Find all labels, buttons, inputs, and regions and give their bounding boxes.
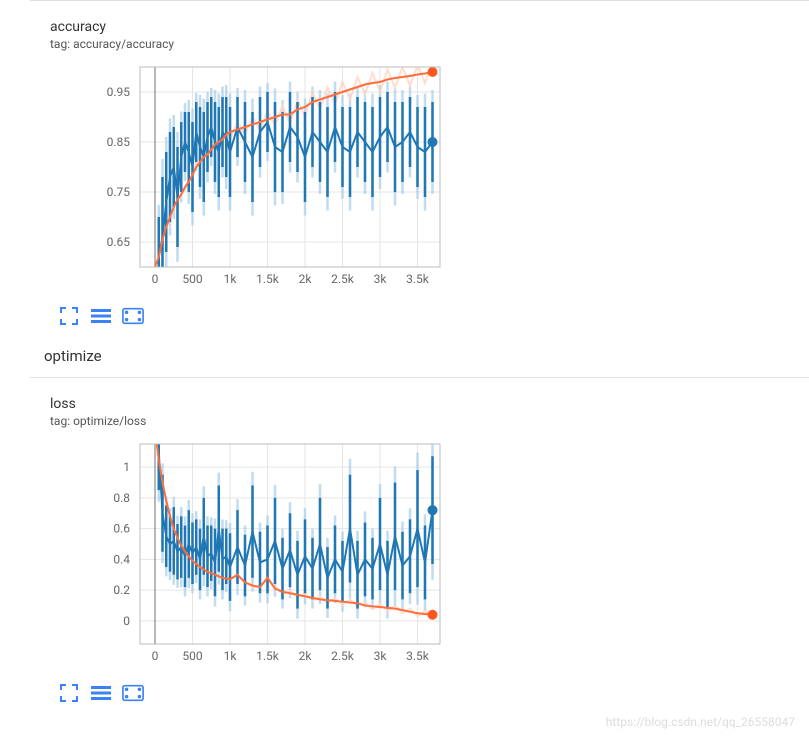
svg-text:0: 0 — [152, 649, 159, 663]
loss-chart: 0 0.2 0.4 0.6 0.8 1 0 500 1k 1.5k 2k 2.5k 3k 3.5k — [50, 434, 809, 678]
accuracy-panel: accuracy tag: accuracy/accuracy 0.65 0.75… — [30, 0, 809, 335]
svg-text:500: 500 — [182, 649, 202, 663]
svg-text:0.2: 0.2 — [113, 583, 130, 597]
svg-text:2.5k: 2.5k — [331, 272, 355, 286]
svg-text:2k: 2k — [299, 272, 313, 286]
chart-tag: tag: accuracy/accuracy — [30, 35, 809, 57]
svg-text:3.5k: 3.5k — [406, 649, 430, 663]
expand-icon[interactable] — [58, 684, 80, 702]
svg-text:0.8: 0.8 — [113, 491, 130, 505]
chart-tag: tag: optimize/loss — [30, 412, 809, 434]
svg-text:0: 0 — [152, 272, 159, 286]
svg-text:500: 500 — [182, 272, 202, 286]
svg-text:1.5k: 1.5k — [256, 272, 280, 286]
svg-text:1.5k: 1.5k — [256, 649, 280, 663]
svg-text:0.65: 0.65 — [107, 235, 131, 249]
fit-domain-icon[interactable] — [122, 684, 144, 702]
accuracy-chart: 0.65 0.75 0.85 0.95 0 500 1k 1.5k 2k 2.5k 3k 3.5k — [50, 57, 809, 301]
svg-text:2.5k: 2.5k — [331, 649, 355, 663]
chart-toolbar — [30, 678, 809, 712]
svg-text:0.4: 0.4 — [113, 552, 130, 566]
chart-title: accuracy — [30, 11, 809, 35]
expand-icon[interactable] — [58, 307, 80, 325]
watermark: https://blog.csdn.net/qq_26558047 — [606, 715, 795, 729]
svg-text:0.75: 0.75 — [107, 185, 131, 199]
svg-text:3k: 3k — [374, 649, 388, 663]
svg-text:0.95: 0.95 — [107, 85, 131, 99]
svg-text:2k: 2k — [299, 649, 313, 663]
section-header-optimize[interactable]: optimize — [30, 335, 809, 378]
svg-text:0: 0 — [123, 614, 130, 628]
chart-toolbar — [30, 301, 809, 335]
svg-text:0.6: 0.6 — [113, 522, 130, 536]
fit-domain-icon[interactable] — [122, 307, 144, 325]
loss-panel: loss tag: optimize/loss 0 0.2 0.4 0.6 0.8 1 0 5… — [30, 378, 809, 712]
chart-title: loss — [30, 388, 809, 412]
svg-text:1k: 1k — [224, 272, 238, 286]
lines-icon[interactable] — [90, 684, 112, 702]
svg-text:0.85: 0.85 — [107, 135, 131, 149]
svg-text:3k: 3k — [374, 272, 388, 286]
svg-text:1: 1 — [123, 460, 130, 474]
svg-text:3.5k: 3.5k — [406, 272, 430, 286]
lines-icon[interactable] — [90, 307, 112, 325]
svg-text:1k: 1k — [224, 649, 238, 663]
